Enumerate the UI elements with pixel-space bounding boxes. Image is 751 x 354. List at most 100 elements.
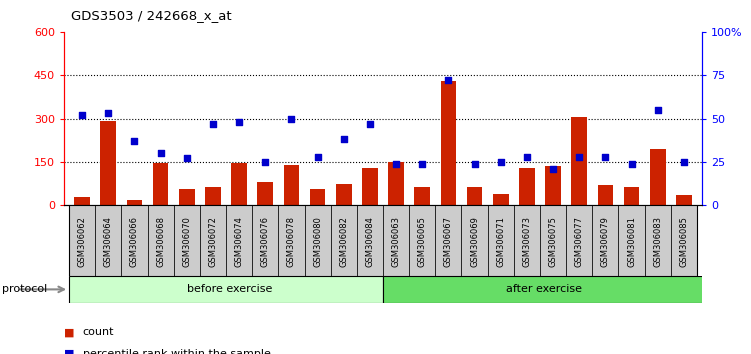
Text: GSM306063: GSM306063	[391, 216, 400, 267]
Point	[155, 150, 167, 156]
Bar	[545, 166, 561, 205]
Point	[338, 137, 350, 142]
Bar	[74, 197, 90, 205]
Point	[678, 159, 690, 165]
Text: ■: ■	[64, 349, 78, 354]
Text: GSM306085: GSM306085	[680, 216, 689, 267]
Bar	[415, 187, 430, 205]
Bar	[127, 200, 143, 205]
Text: GSM306078: GSM306078	[287, 216, 296, 267]
Text: GSM306071: GSM306071	[496, 216, 505, 267]
Bar	[357, 205, 383, 276]
Bar	[284, 165, 300, 205]
Bar	[179, 189, 195, 205]
Text: count: count	[83, 327, 114, 337]
Bar	[466, 187, 482, 205]
Point	[390, 161, 402, 166]
Point	[285, 116, 297, 121]
Bar	[593, 205, 619, 276]
Point	[312, 154, 324, 160]
Point	[102, 110, 114, 116]
Point	[364, 121, 376, 127]
Point	[76, 112, 88, 118]
Bar	[572, 117, 587, 205]
Text: GSM306065: GSM306065	[418, 216, 427, 267]
Text: GSM306080: GSM306080	[313, 216, 322, 267]
Point	[521, 154, 533, 160]
Bar	[258, 182, 273, 205]
Bar	[95, 205, 122, 276]
Bar	[493, 194, 508, 205]
Text: GSM306069: GSM306069	[470, 216, 479, 267]
Bar	[388, 162, 404, 205]
Bar	[566, 205, 593, 276]
Bar	[514, 205, 540, 276]
Text: GSM306072: GSM306072	[209, 216, 218, 267]
Bar	[441, 81, 457, 205]
Bar	[436, 205, 462, 276]
Bar	[69, 276, 383, 303]
Bar	[147, 205, 173, 276]
Bar	[644, 205, 671, 276]
Bar	[231, 164, 247, 205]
Bar	[330, 205, 357, 276]
Point	[626, 161, 638, 166]
Text: GSM306075: GSM306075	[548, 216, 557, 267]
Bar	[336, 184, 351, 205]
Bar	[540, 205, 566, 276]
Point	[259, 159, 271, 165]
Point	[573, 154, 585, 160]
Text: protocol: protocol	[2, 284, 47, 295]
Bar	[362, 168, 378, 205]
Text: GSM306076: GSM306076	[261, 216, 270, 267]
Bar	[252, 205, 279, 276]
Text: GSM306066: GSM306066	[130, 216, 139, 267]
Point	[599, 154, 611, 160]
Text: GDS3503 / 242668_x_at: GDS3503 / 242668_x_at	[71, 9, 232, 22]
Bar	[309, 189, 325, 205]
Point	[181, 156, 193, 161]
Bar	[383, 205, 409, 276]
Bar	[671, 205, 697, 276]
Bar	[279, 205, 304, 276]
Text: GSM306079: GSM306079	[601, 216, 610, 267]
Text: GSM306073: GSM306073	[523, 216, 532, 267]
Text: percentile rank within the sample: percentile rank within the sample	[83, 349, 270, 354]
Bar	[462, 205, 487, 276]
Bar	[304, 205, 330, 276]
Bar	[205, 187, 221, 205]
Bar	[101, 121, 116, 205]
Point	[233, 119, 245, 125]
Bar	[122, 205, 147, 276]
Point	[416, 161, 428, 166]
Text: GSM306077: GSM306077	[575, 216, 584, 267]
Bar	[383, 276, 710, 303]
Text: GSM306067: GSM306067	[444, 216, 453, 267]
Point	[207, 121, 219, 127]
Text: GSM306081: GSM306081	[627, 216, 636, 267]
Point	[469, 161, 481, 166]
Text: GSM306062: GSM306062	[77, 216, 86, 267]
Bar	[409, 205, 436, 276]
Bar	[650, 149, 665, 205]
Bar	[598, 185, 614, 205]
Text: GSM306083: GSM306083	[653, 216, 662, 267]
Bar	[487, 205, 514, 276]
Bar	[200, 205, 226, 276]
Bar	[152, 164, 168, 205]
Bar	[173, 205, 200, 276]
Point	[547, 166, 559, 172]
Text: GSM306064: GSM306064	[104, 216, 113, 267]
Text: GSM306084: GSM306084	[366, 216, 375, 267]
Bar	[69, 205, 95, 276]
Point	[128, 138, 140, 144]
Text: GSM306070: GSM306070	[182, 216, 192, 267]
Bar	[676, 195, 692, 205]
Text: GSM306082: GSM306082	[339, 216, 348, 267]
Text: before exercise: before exercise	[187, 284, 273, 295]
Point	[495, 159, 507, 165]
Text: GSM306074: GSM306074	[234, 216, 243, 267]
Text: GSM306068: GSM306068	[156, 216, 165, 267]
Point	[442, 78, 454, 83]
Bar	[619, 205, 644, 276]
